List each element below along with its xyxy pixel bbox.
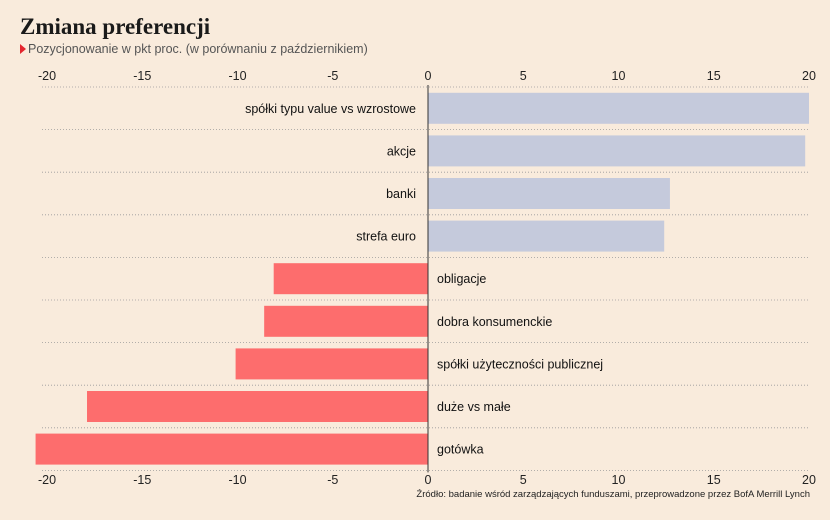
- x-tick-label-top: 0: [425, 69, 432, 83]
- category-label: strefa euro: [356, 230, 416, 244]
- x-tick-label-bottom: 0: [425, 473, 432, 487]
- bar-4: [428, 220, 665, 252]
- chart-title: Zmiana preferencji: [20, 14, 211, 39]
- bar-1: [428, 92, 809, 124]
- x-tick-label-top: 15: [707, 69, 721, 83]
- x-tick-label-top: -5: [327, 69, 338, 83]
- triangle-marker-icon: [20, 44, 26, 54]
- category-label: dobra konsumenckie: [437, 315, 552, 329]
- x-tick-label-bottom: -20: [38, 473, 56, 487]
- x-tick-label-bottom: 15: [707, 473, 721, 487]
- category-label: obligacje: [437, 272, 486, 286]
- category-label: banki: [386, 187, 416, 201]
- x-tick-label-bottom: -5: [327, 473, 338, 487]
- x-tick-label-bottom: 10: [612, 473, 626, 487]
- x-tick-label-top: -10: [228, 69, 246, 83]
- x-tick-label-bottom: 5: [520, 473, 527, 487]
- x-tick-label-bottom: -15: [133, 473, 151, 487]
- x-tick-label-bottom: -10: [228, 473, 246, 487]
- category-label: gotówka: [437, 443, 484, 457]
- bar-6: [264, 305, 428, 337]
- category-label: duże vs małe: [437, 400, 511, 414]
- bar-2: [428, 135, 806, 167]
- category-label: spółki typu value vs wzrostowe: [245, 102, 416, 116]
- chart-subtitle: Pozycjonowanie w pkt proc. (w porównaniu…: [20, 42, 368, 56]
- x-tick-label-top: 20: [802, 69, 816, 83]
- x-tick-label-top: -15: [133, 69, 151, 83]
- x-tick-label-top: -20: [38, 69, 56, 83]
- bar-9: [35, 433, 428, 465]
- bar-3: [428, 178, 670, 209]
- x-tick-label-top: 10: [612, 69, 626, 83]
- bar-7: [235, 348, 428, 380]
- source-note: Źródło: badanie wśród zarządzających fun…: [416, 489, 810, 500]
- category-label: spółki użyteczności publicznej: [437, 357, 603, 371]
- x-tick-label-top: 5: [520, 69, 527, 83]
- bar-8: [87, 391, 428, 422]
- category-label: akcje: [387, 144, 416, 158]
- x-tick-label-bottom: 20: [802, 473, 816, 487]
- subtitle-text: Pozycjonowanie w pkt proc. (w porównaniu…: [28, 42, 368, 56]
- bar-5: [273, 263, 428, 295]
